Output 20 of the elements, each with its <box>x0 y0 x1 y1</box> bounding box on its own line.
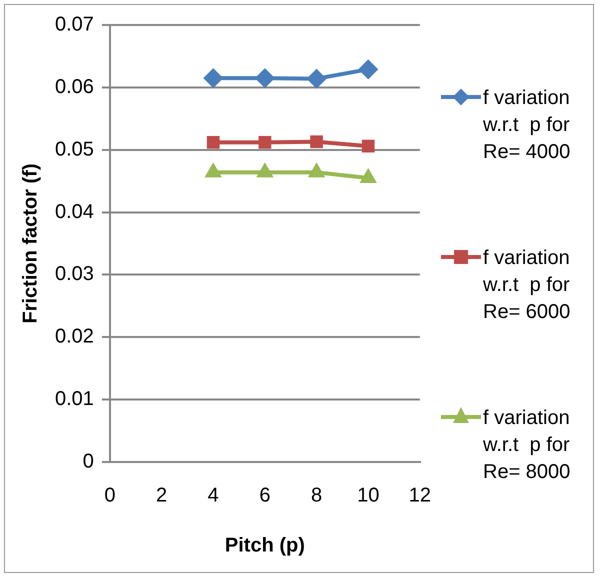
legend-label: f variation w.r.t p for Re= 6000 <box>483 246 572 325</box>
legend-label: f variation w.r.t p for Re= 4000 <box>483 86 572 165</box>
x-axis-title: Pitch (p) <box>224 534 305 557</box>
x-tick-label: 4 <box>208 484 219 507</box>
x-tick-label: 12 <box>408 484 431 507</box>
y-tick-label: 0 <box>82 450 94 473</box>
x-tick-label: 10 <box>357 484 380 507</box>
y-tick-label: 0.03 <box>54 263 94 286</box>
y-tick-label: 0.07 <box>54 14 94 36</box>
x-tick-label: 2 <box>156 484 168 507</box>
y-tick-label: 0.01 <box>54 388 94 410</box>
x-tick-label: 8 <box>310 484 322 507</box>
y-axis-title: Friction factor (f) <box>20 164 42 324</box>
x-tick-label: 0 <box>104 484 116 507</box>
x-tick-label: 6 <box>259 484 270 507</box>
y-tick-label: 0.05 <box>54 138 94 160</box>
y-tick-label: 0.02 <box>54 326 94 348</box>
legend-label: f variation w.r.t p for Re= 8000 <box>483 406 572 485</box>
y-tick-label: 0.06 <box>54 76 94 98</box>
y-tick-label: 0.04 <box>54 200 94 223</box>
